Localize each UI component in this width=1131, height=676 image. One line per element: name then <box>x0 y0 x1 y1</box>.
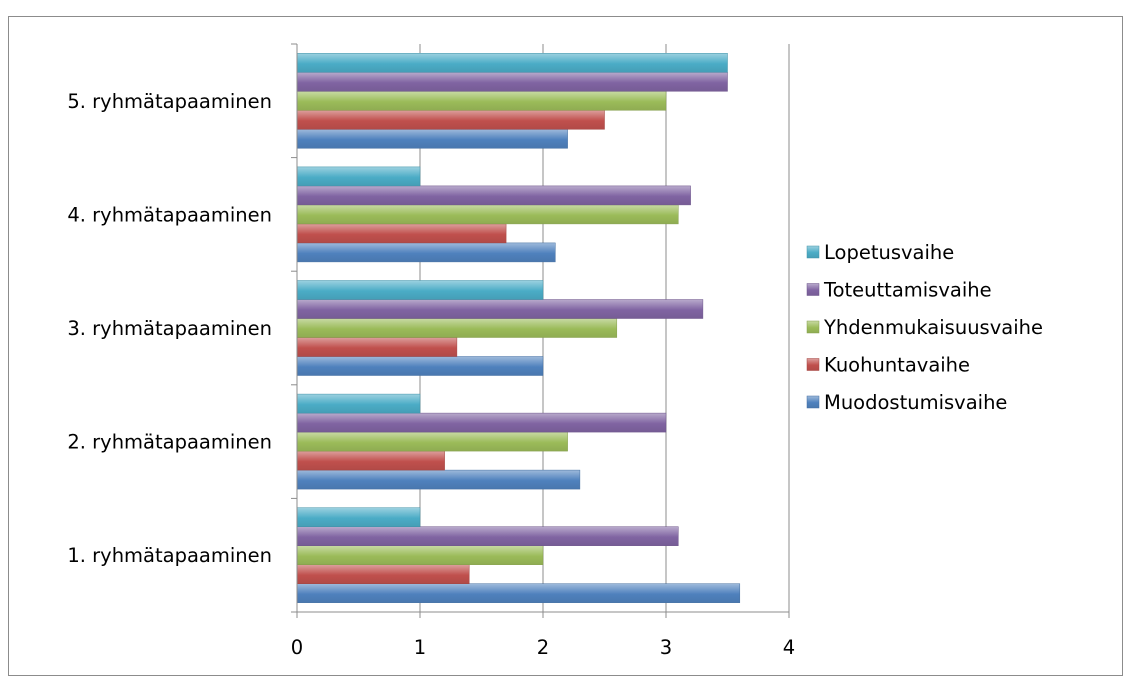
bars-layer <box>296 53 741 603</box>
bar-lopetusvaihe-5 <box>296 53 728 73</box>
category-label: 1. ryhmätapaaminen <box>67 544 272 567</box>
legend-item: Muodostumisvaihe <box>806 391 1007 414</box>
bar-lopetusvaihe-3 <box>296 280 544 300</box>
bar-yhdenmukaisuusvaihe-5 <box>296 91 667 111</box>
legend-item: Yhdenmukaisuusvaihe <box>806 316 1043 339</box>
bar-muodostumisvaihe-2 <box>296 469 581 490</box>
legend-swatch <box>806 245 820 259</box>
bar-muodostumisvaihe-4 <box>296 242 556 263</box>
bar-toteuttamisvaihe-3 <box>296 299 704 319</box>
bar-kuohuntavaihe-1 <box>296 564 470 584</box>
bar-lopetusvaihe-2 <box>296 393 421 414</box>
bar-toteuttamisvaihe-2 <box>296 412 667 433</box>
category-label: 3. ryhmätapaaminen <box>67 317 272 340</box>
axis-layer: 0 1 2 3 4 1. ryhmätapaaminen 2. ryhmätapaamine… <box>67 43 795 659</box>
legend-swatch <box>806 283 820 296</box>
bar-yhdenmukaisuusvaihe-3 <box>296 318 618 338</box>
bar-muodostumisvaihe-1 <box>296 583 741 603</box>
bar-kuohuntavaihe-2 <box>296 450 445 471</box>
legend-label: Yhdenmukaisuusvaihe <box>823 316 1043 339</box>
x-tick-label: 3 <box>660 636 672 659</box>
bar-kuohuntavaihe-5 <box>296 110 605 130</box>
bar-muodostumisvaihe-5 <box>296 129 568 149</box>
bar-kuohuntavaihe-3 <box>296 337 458 357</box>
legend-layer: Lopetusvaihe Toteuttamisvaihe Yhdenmukaisu… <box>806 241 1043 414</box>
category-label: 4. ryhmätapaaminen <box>67 203 272 226</box>
bar-toteuttamisvaihe-5 <box>296 72 728 92</box>
legend-label: Lopetusvaihe <box>824 241 954 264</box>
x-tick-label: 4 <box>783 636 795 659</box>
bar-toteuttamisvaihe-1 <box>296 526 679 546</box>
legend-label: Toteuttamisvaihe <box>823 279 992 302</box>
legend-label: Muodostumisvaihe <box>824 391 1007 414</box>
legend-item: Lopetusvaihe <box>806 241 954 264</box>
bar-yhdenmukaisuusvaihe-1 <box>296 545 544 565</box>
bar-toteuttamisvaihe-4 <box>296 185 691 206</box>
bar-yhdenmukaisuusvaihe-4 <box>296 204 679 225</box>
bar-kuohuntavaihe-4 <box>296 223 507 244</box>
legend-label: Kuohuntavaihe <box>824 354 970 377</box>
x-tick-label: 1 <box>414 636 426 659</box>
x-tick-label: 2 <box>537 636 549 659</box>
x-tick-label: 0 <box>291 636 303 659</box>
bar-yhdenmukaisuusvaihe-2 <box>296 431 568 452</box>
legend-item: Kuohuntavaihe <box>806 354 970 377</box>
category-label: 5. ryhmätapaaminen <box>67 90 272 113</box>
category-label: 2. ryhmätapaaminen <box>67 431 272 454</box>
bar-lopetusvaihe-1 <box>296 507 421 527</box>
legend-item: Toteuttamisvaihe <box>806 279 992 302</box>
bar-muodostumisvaihe-3 <box>296 356 544 376</box>
legend-swatch <box>806 358 820 371</box>
bar-lopetusvaihe-4 <box>296 166 421 187</box>
legend-swatch <box>806 395 820 409</box>
legend-swatch <box>806 320 820 334</box>
